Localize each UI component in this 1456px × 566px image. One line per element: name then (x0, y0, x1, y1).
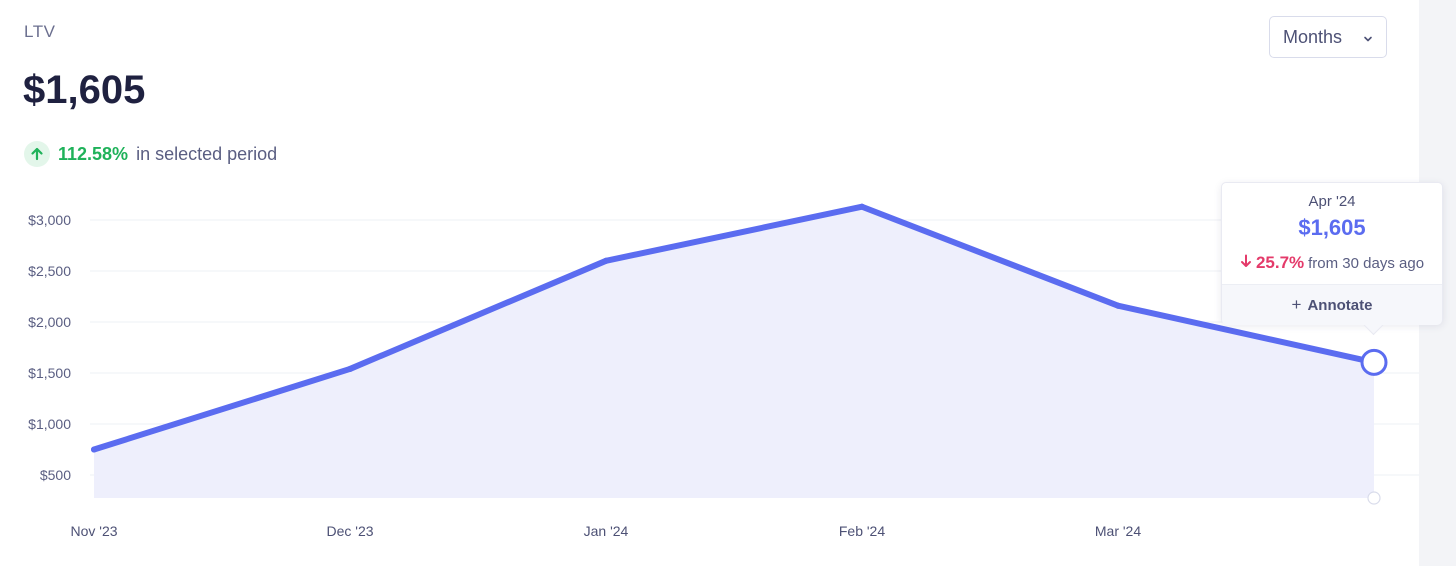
series-line-segment (91, 365, 353, 453)
tooltip-change: 25.7% from 30 days ago (1222, 253, 1442, 273)
x-tick-label: Nov '23 (70, 523, 117, 539)
x-tick-label: Jan '24 (584, 523, 629, 539)
y-tick-label: $2,000 (28, 314, 71, 330)
x-tick-label: Mar '24 (1095, 523, 1141, 539)
y-tick-label: $2,500 (28, 263, 71, 279)
tooltip-change-percent: 25.7% (1255, 253, 1305, 272)
y-tick-label: $1,000 (28, 416, 71, 432)
data-point (603, 257, 609, 264)
metric-label: LTV (24, 22, 56, 41)
y-tick-label: $3,000 (28, 212, 71, 228)
change-percent: 112.58% (58, 143, 129, 164)
period-select-value: Months (1283, 26, 1343, 47)
change-text: in selected period (136, 143, 278, 164)
data-point (347, 365, 353, 372)
x-tick-label: Feb '24 (839, 523, 885, 539)
series-line-segment (603, 203, 865, 264)
period-select[interactable]: Months (1269, 16, 1387, 58)
tooltip-value: $1,605 (1298, 215, 1366, 240)
y-tick-label: $1,500 (28, 365, 71, 381)
plus-icon: + (1291, 295, 1302, 314)
annotate-label: Annotate (1307, 296, 1373, 314)
tooltip-change-text: from 30 days ago (1308, 254, 1425, 272)
arrow-up-icon (24, 141, 50, 167)
data-point (1115, 302, 1121, 309)
data-point (91, 446, 97, 453)
data-point-highlighted (1360, 348, 1388, 376)
x-tick-label: Dec '23 (326, 523, 373, 539)
area-fill (94, 206, 1374, 498)
chart-tooltip: Apr '24 $1,605 25.7% from 30 days ago + … (1221, 182, 1443, 336)
series-line-segment (1115, 302, 1377, 366)
annotate-button[interactable]: + Annotate (1222, 284, 1442, 325)
period-change: 112.58% in selected period (24, 140, 277, 168)
chevron-down-icon (1362, 32, 1374, 50)
tooltip-period: Apr '24 (1308, 193, 1356, 210)
series-line-segment (859, 203, 1121, 309)
arrow-down-icon (1240, 254, 1252, 273)
baseline-marker (1367, 491, 1381, 505)
data-point (859, 203, 865, 210)
metric-value: $1,605 (23, 68, 146, 112)
y-tick-label: $500 (40, 467, 71, 483)
series-line-segment (347, 257, 609, 372)
